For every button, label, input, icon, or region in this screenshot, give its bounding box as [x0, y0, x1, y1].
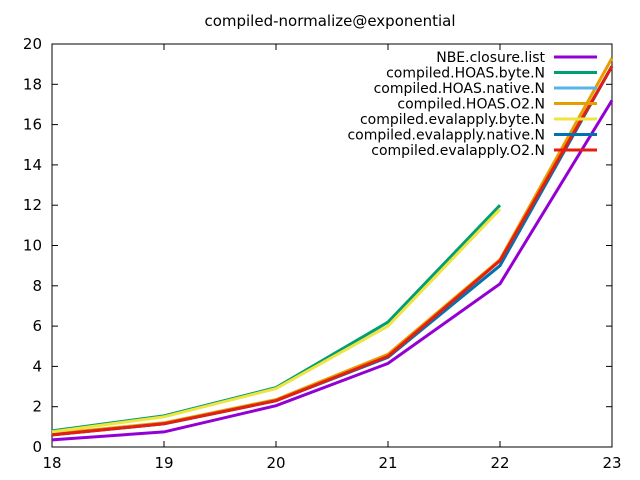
legend-label: compiled.HOAS.native.N — [374, 81, 545, 97]
y-tick-label: 2 — [32, 398, 42, 416]
legend-label: compiled.evalapply.O2.N — [371, 143, 545, 159]
x-tick-label: 20 — [266, 454, 285, 472]
series-lines — [51, 57, 614, 442]
y-tick-label: 6 — [32, 317, 42, 335]
legend: NBE.closure.listcompiled.HOAS.byte.Ncomp… — [347, 50, 597, 159]
legend-label: compiled.evalapply.byte.N — [360, 112, 545, 128]
y-tick-label: 4 — [32, 357, 42, 375]
y-tick-label: 0 — [32, 438, 42, 456]
legend-label: compiled.HOAS.O2.N — [397, 97, 545, 113]
series-line-5 — [51, 208, 502, 434]
x-tick-label: 22 — [490, 454, 509, 472]
y-tick-label: 20 — [23, 35, 42, 53]
legend-label: compiled.HOAS.byte.N — [386, 66, 545, 82]
y-tick-label: 10 — [23, 237, 42, 255]
plot-axes: 0 2 4 6 8 10 12 14 16 18 20 18 19 20 21 22 23 — [23, 35, 622, 472]
y-tick-label: 14 — [23, 156, 42, 174]
y-tick-label: 8 — [32, 277, 42, 295]
y-tick-label: 12 — [23, 196, 42, 214]
legend-label: compiled.evalapply.native.N — [347, 128, 545, 144]
series-line-7 — [51, 65, 614, 437]
y-tick-label: 18 — [23, 75, 42, 93]
x-tick-label: 19 — [154, 454, 173, 472]
x-tick-label: 23 — [602, 454, 621, 472]
series-line-1 — [51, 99, 614, 442]
chart-title: compiled-normalize@exponential — [204, 12, 455, 30]
legend-label: NBE.closure.list — [436, 50, 545, 66]
x-tick-label: 18 — [42, 454, 61, 472]
y-tick-label: 16 — [23, 116, 42, 134]
x-tick-label: 21 — [378, 454, 397, 472]
